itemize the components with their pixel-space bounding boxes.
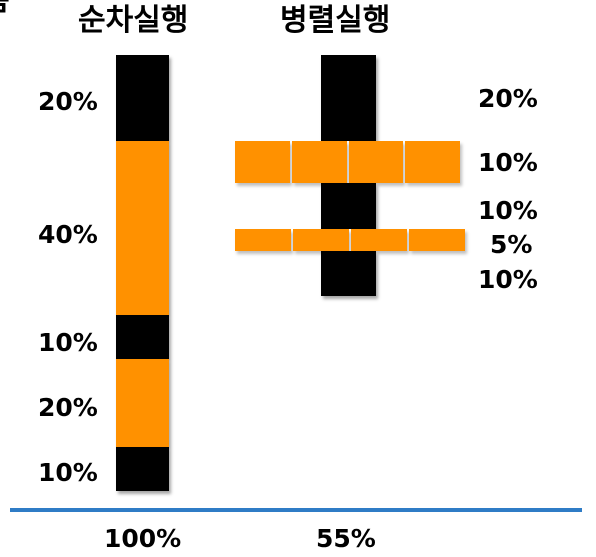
seq-segment-2 (116, 141, 169, 315)
seq-label-4: 20% (38, 393, 98, 422)
par-io-2-cell-2 (293, 229, 349, 251)
seq-segment-4 (116, 359, 169, 447)
seq-segment-1 (116, 55, 169, 141)
par-segment-5 (321, 251, 376, 296)
par-io-row-1 (235, 141, 460, 183)
sequential-total: 100% (104, 524, 182, 553)
par-label-3: 10% (478, 196, 538, 225)
parallel-total: 55% (316, 524, 376, 553)
par-io-2-cell-3 (351, 229, 407, 251)
par-label-5: 10% (478, 265, 538, 294)
par-io-2-cell-4 (409, 229, 465, 251)
sequential-title: 순차실행 (78, 3, 189, 38)
seq-segment-5 (116, 447, 169, 491)
par-io-1-cell-2 (291, 141, 347, 183)
seq-label-3: 10% (38, 328, 98, 357)
par-label-2: 10% (478, 148, 538, 177)
par-io-1-cell-4 (405, 141, 460, 183)
par-io-row-2 (235, 229, 465, 251)
seq-label-1: 20% (38, 87, 98, 116)
seq-label-2: 40% (38, 220, 98, 249)
seq-segment-3 (116, 315, 169, 359)
par-io-2-cell-1 (235, 229, 291, 251)
par-io-1-cell-1 (235, 141, 290, 183)
parallel-title: 병렬실행 (280, 3, 391, 38)
par-io-1-cell-3 (348, 141, 404, 183)
baseline (10, 508, 582, 512)
par-segment-3 (321, 183, 376, 229)
seq-label-5: 10% (38, 458, 98, 487)
par-label-1: 20% (478, 84, 538, 113)
corner-glyph-fragment: 름 (0, 0, 14, 14)
par-label-4: 5% (490, 230, 533, 259)
par-segment-1 (321, 55, 376, 141)
